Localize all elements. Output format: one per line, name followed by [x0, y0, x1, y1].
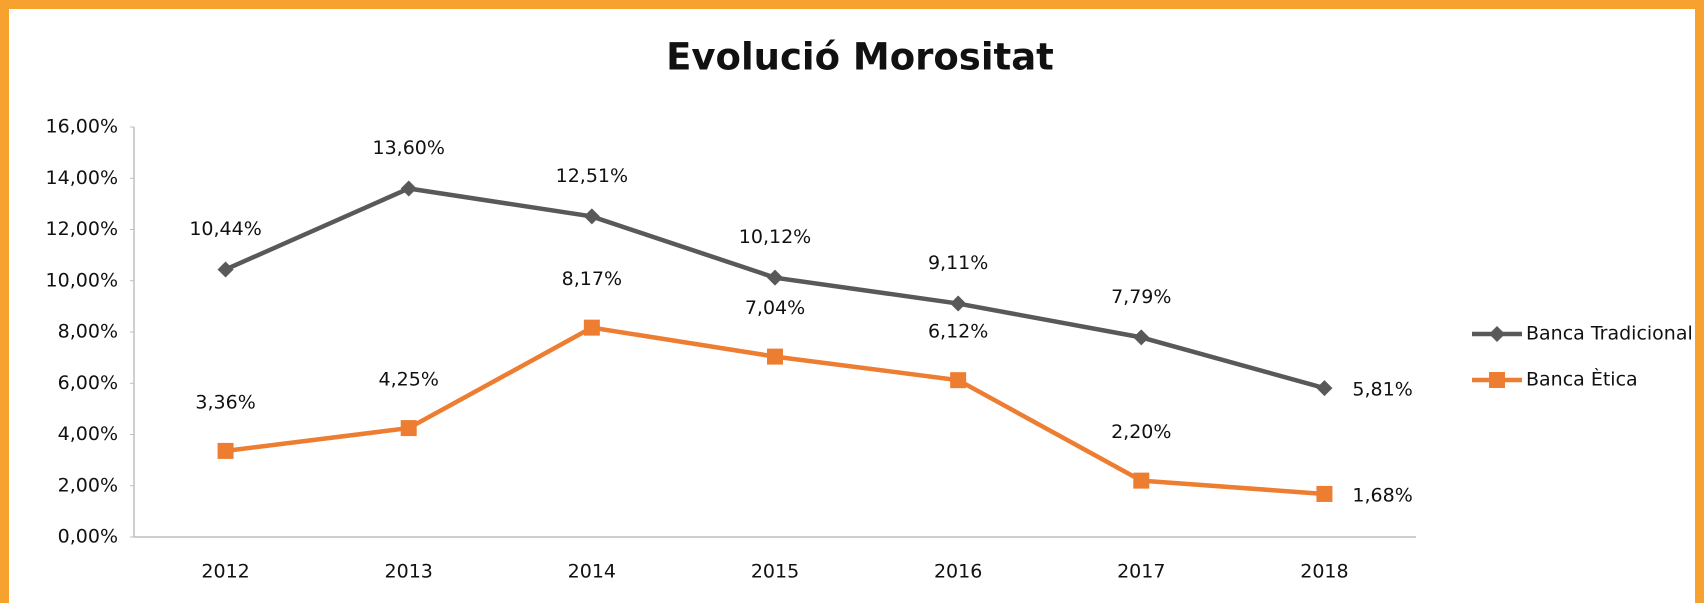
y-tick-label: 4,00% [58, 423, 118, 445]
chart: Evolució Morositat 0,00% 2,00% 4,00% 6,00% 8… [46, 36, 1693, 583]
data-label: 9,11% [928, 252, 988, 274]
legend-label: Banca Ètica [1526, 368, 1638, 391]
x-tick-label: 2012 [201, 561, 249, 583]
legend-label: Banca Tradicional [1526, 323, 1693, 345]
x-tick-label: 2013 [385, 561, 433, 583]
data-label: 5,81% [1352, 379, 1412, 401]
x-tick-label: 2014 [568, 561, 616, 583]
data-label: 3,36% [195, 391, 255, 413]
marker [767, 269, 783, 286]
data-label: 10,12% [739, 226, 811, 248]
x-tick-label: 2018 [1300, 561, 1348, 583]
chart-title: Evolució Morositat [666, 36, 1054, 79]
data-label: 2,20% [1111, 421, 1171, 443]
data-label: 4,25% [379, 369, 439, 391]
y-tick-label: 8,00% [58, 321, 118, 343]
marker [583, 208, 600, 225]
marker [950, 295, 967, 312]
marker [1489, 372, 1505, 388]
marker [400, 180, 417, 197]
marker [1489, 326, 1505, 342]
marker [950, 372, 967, 389]
y-tick-label: 2,00% [58, 474, 118, 496]
data-label: 7,79% [1111, 286, 1171, 308]
marker [217, 442, 234, 459]
data-label: 10,44% [189, 218, 261, 240]
y-tick-label: 0,00% [58, 526, 118, 548]
data-label: 6,12% [928, 321, 988, 343]
marker [583, 319, 600, 336]
y-tick-label: 12,00% [46, 218, 118, 240]
y-tick-label: 16,00% [46, 116, 118, 138]
x-tick-label: 2016 [934, 561, 982, 583]
marker [767, 348, 783, 365]
data-label: 13,60% [372, 137, 444, 159]
x-tick-label: 2017 [1117, 561, 1165, 583]
marker [1316, 380, 1333, 397]
y-tick-label: 6,00% [58, 372, 118, 394]
x-tick-label: 2015 [751, 561, 799, 583]
marker [217, 261, 234, 278]
marker [1133, 329, 1150, 346]
y-tick-label: 10,00% [46, 269, 118, 291]
data-label: 1,68% [1352, 484, 1412, 506]
marker [1316, 485, 1333, 502]
marker [1133, 472, 1150, 489]
data-label: 7,04% [745, 297, 805, 319]
data-label: 8,17% [562, 268, 622, 290]
y-tick-label: 14,00% [46, 167, 118, 189]
marker [400, 420, 417, 437]
data-label: 12,51% [556, 165, 628, 187]
